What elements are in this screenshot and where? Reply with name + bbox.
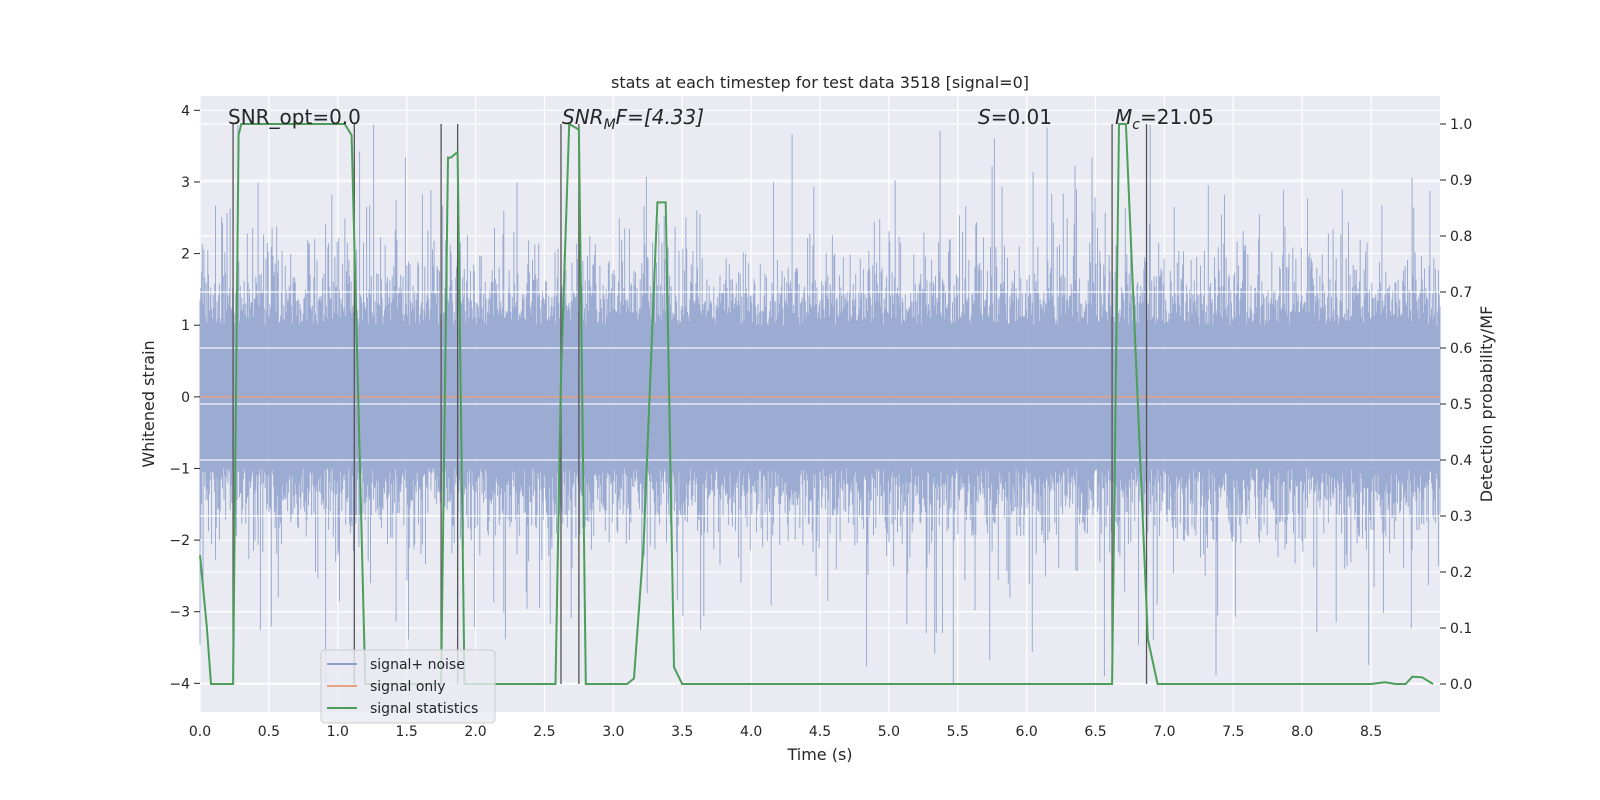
signal-noise-series <box>199 124 1441 684</box>
x-tick-label: 3.0 <box>602 724 624 740</box>
detection-markers <box>232 124 1148 684</box>
y-right-tick-label: 0.6 <box>1450 341 1472 357</box>
annotation-snr-mf-main: SNR <box>562 105 604 129</box>
y-axis-right-ticks: 1.0 0.9 0.8 0.7 0.6 0.5 0.4 0.3 0.2 0.1 0.0 <box>1440 117 1472 693</box>
x-tick-label: 7.0 <box>1153 724 1175 740</box>
y-right-tick-label: 0.2 <box>1450 565 1472 581</box>
y-left-tick-label: −4 <box>169 676 190 692</box>
annotation-mc-sub: c <box>1132 117 1140 133</box>
y-axis-left-label: Whitened strain <box>139 340 158 467</box>
annotation-s-rest: =0.01 <box>991 105 1052 129</box>
legend-entry-signal-statistics: signal statistics <box>370 701 478 717</box>
x-tick-label: 2.5 <box>533 724 555 740</box>
x-tick-label: 1.5 <box>396 724 418 740</box>
annotation-snr-opt: SNR_opt=0.0 <box>228 105 361 129</box>
annotation-s: S=0.01 <box>978 105 1052 129</box>
y-right-tick-label: 0.3 <box>1450 509 1472 525</box>
signal-statistics-series <box>199 122 1434 685</box>
x-tick-label: 0.0 <box>189 724 211 740</box>
y-left-tick-label: 3 <box>181 175 190 191</box>
legend-entry-signal-noise: signal+ noise <box>370 657 465 673</box>
y-right-tick-label: 0.7 <box>1450 285 1472 301</box>
y-left-tick-label: −2 <box>169 533 190 549</box>
x-tick-label: 4.5 <box>809 724 831 740</box>
y-left-tick-label: −1 <box>169 461 190 477</box>
x-tick-label: 4.0 <box>740 724 762 740</box>
y-axis-left-ticks: 4 3 2 1 0 −1 −2 −3 −4 <box>169 103 200 692</box>
annotation-mc-rest: =21.05 <box>1140 105 1214 129</box>
y-right-tick-label: 0.8 <box>1450 229 1472 245</box>
legend: signal+ noise signal only signal statist… <box>320 649 496 724</box>
y-left-tick-label: −3 <box>169 605 190 621</box>
y-right-tick-label: 0.9 <box>1450 173 1472 189</box>
legend-box <box>320 649 496 724</box>
x-tick-label: 6.0 <box>1016 724 1038 740</box>
x-tick-label: 5.5 <box>947 724 969 740</box>
x-tick-label: 1.0 <box>327 724 349 740</box>
x-tick-label: 7.5 <box>1222 724 1244 740</box>
annotation-snr-mf-rest: F=[4.33] <box>616 105 704 129</box>
x-tick-label: 6.5 <box>1084 724 1106 740</box>
x-tick-label: 0.5 <box>258 724 280 740</box>
annotation-mc: Mc=21.05 <box>1115 105 1214 133</box>
signal-noise-trace <box>199 124 1441 684</box>
x-axis-ticks: 0.0 0.5 1.0 1.5 2.0 2.5 3.0 3.5 4.0 4.5 5.0 5.5 6.0 6… <box>189 724 1382 740</box>
x-tick-label: 3.5 <box>671 724 693 740</box>
legend-entry-signal-only: signal only <box>370 679 445 695</box>
y-left-tick-label: 4 <box>181 103 190 119</box>
annotation-snr-mf: SNRMF=[4.33] <box>562 105 704 133</box>
x-tick-label: 5.0 <box>878 724 900 740</box>
annotation-snr-mf-sub: M <box>604 117 616 133</box>
x-tick-label: 2.0 <box>464 724 486 740</box>
x-axis-label: Time (s) <box>786 745 852 764</box>
annotation-s-main: S <box>978 105 991 129</box>
x-tick-label: 8.5 <box>1360 724 1382 740</box>
annotation-mc-main: M <box>1115 105 1132 129</box>
y-right-tick-label: 0.5 <box>1450 397 1472 413</box>
y-right-tick-label: 0.1 <box>1450 621 1472 637</box>
chart-title: stats at each timestep for test data 351… <box>611 73 1029 92</box>
y-left-tick-label: 2 <box>181 247 190 263</box>
y-left-tick-label: 1 <box>181 318 190 334</box>
y-left-tick-label: 0 <box>181 390 190 406</box>
x-tick-label: 8.0 <box>1291 724 1313 740</box>
y-right-tick-label: 0.0 <box>1450 677 1472 693</box>
y-axis-right-label: Detection probability/MF <box>1477 306 1496 503</box>
y-right-tick-label: 0.4 <box>1450 453 1472 469</box>
y-right-tick-label: 1.0 <box>1450 117 1472 133</box>
